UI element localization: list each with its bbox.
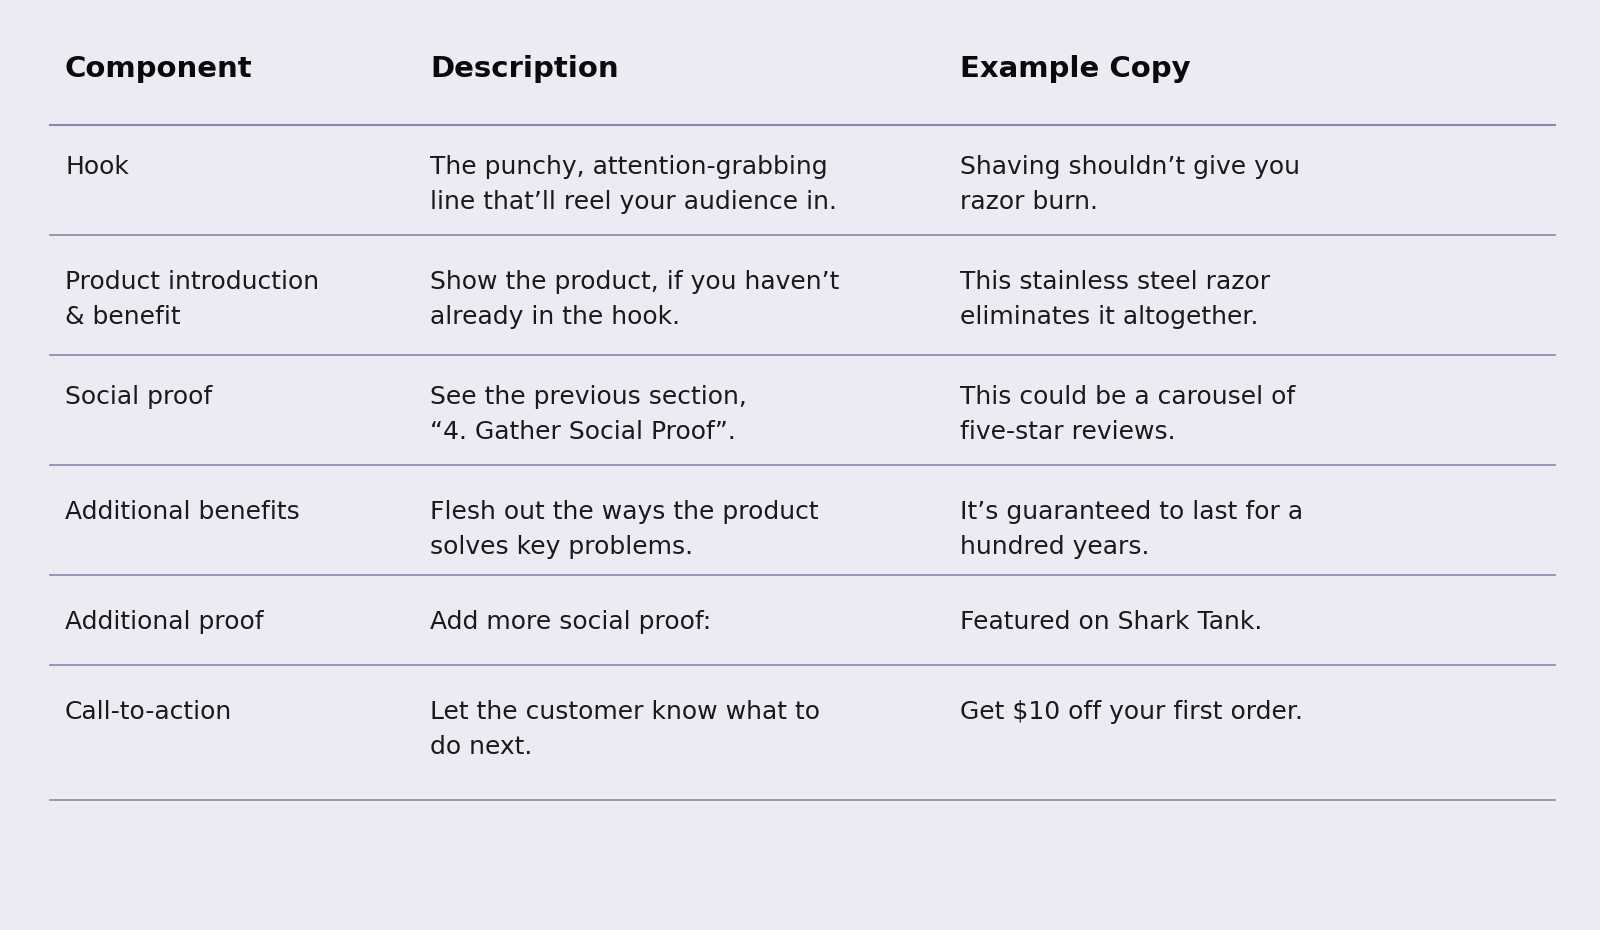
- Text: It’s guaranteed to last for a
hundred years.: It’s guaranteed to last for a hundred ye…: [960, 500, 1302, 560]
- Text: Flesh out the ways the product
solves key problems.: Flesh out the ways the product solves ke…: [430, 500, 819, 560]
- Text: The punchy, attention-grabbing
line that’ll reel your audience in.: The punchy, attention-grabbing line that…: [430, 155, 837, 215]
- Text: Add more social proof:: Add more social proof:: [430, 610, 712, 634]
- Text: This could be a carousel of
five-star reviews.: This could be a carousel of five-star re…: [960, 385, 1296, 445]
- Text: Product introduction
& benefit: Product introduction & benefit: [66, 270, 318, 329]
- Text: Description: Description: [430, 55, 619, 83]
- Text: Example Copy: Example Copy: [960, 55, 1190, 83]
- Text: Featured on Shark Tank.: Featured on Shark Tank.: [960, 610, 1262, 634]
- Text: Shaving shouldn’t give you
razor burn.: Shaving shouldn’t give you razor burn.: [960, 155, 1299, 215]
- Text: Get $10 off your first order.: Get $10 off your first order.: [960, 700, 1302, 724]
- Text: Additional benefits: Additional benefits: [66, 500, 299, 524]
- Text: Show the product, if you haven’t
already in the hook.: Show the product, if you haven’t already…: [430, 270, 840, 329]
- Text: Hook: Hook: [66, 155, 130, 179]
- Text: Social proof: Social proof: [66, 385, 213, 409]
- Text: Let the customer know what to
do next.: Let the customer know what to do next.: [430, 700, 819, 760]
- Text: Component: Component: [66, 55, 253, 83]
- Text: See the previous section,
“4. Gather Social Proof”.: See the previous section, “4. Gather Soc…: [430, 385, 747, 445]
- Text: Call-to-action: Call-to-action: [66, 700, 232, 724]
- Text: Additional proof: Additional proof: [66, 610, 264, 634]
- Text: This stainless steel razor
eliminates it altogether.: This stainless steel razor eliminates it…: [960, 270, 1270, 329]
